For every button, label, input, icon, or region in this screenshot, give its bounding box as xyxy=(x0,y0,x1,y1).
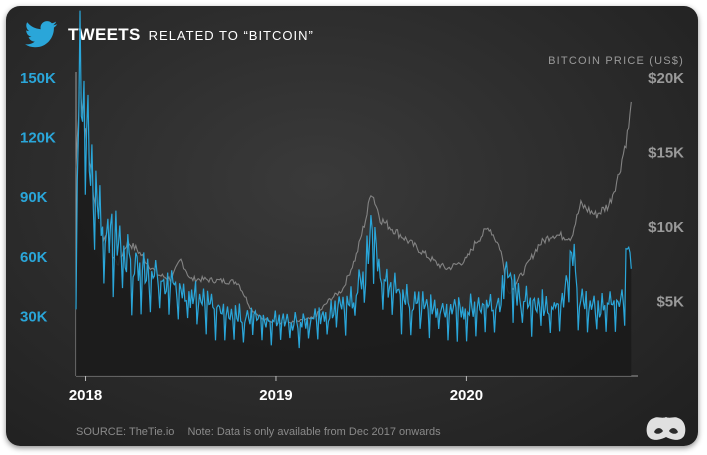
x-tick-label: 2018 xyxy=(69,387,102,404)
right-y-tick-label: $15K xyxy=(648,145,684,162)
source-text: SOURCE: TheTie.io xyxy=(76,426,175,438)
x-tick-label: 2019 xyxy=(259,387,292,404)
price-series-line xyxy=(75,91,632,325)
note-text: Note: Data is only available from Dec 20… xyxy=(187,426,441,438)
chart-subtitle: RELATED TO “BITCOIN” xyxy=(148,27,314,43)
left-y-tick-label: 120K xyxy=(20,130,56,147)
chart-plot: 30K 60K 90K 120K 150K $5K $10K $15K $20K 2018 2019… xyxy=(20,10,684,404)
left-y-tick-label: 60K xyxy=(20,249,48,266)
x-tick-label: 2020 xyxy=(450,387,483,404)
twitter-bird-icon xyxy=(25,21,58,48)
left-y-tick-label: 150K xyxy=(20,70,56,87)
chart-header: TWEETS RELATED TO “BITCOIN” xyxy=(24,20,314,50)
visual-capitalist-logo-icon xyxy=(646,417,686,440)
chart-title: TWEETS xyxy=(68,25,141,44)
right-y-tick-label: $10K xyxy=(648,219,684,236)
right-y-tick-label: $5K xyxy=(656,294,684,311)
left-y-tick-label: 90K xyxy=(20,189,48,206)
right-axis-label: BITCOIN PRICE (US$) xyxy=(548,55,684,67)
footer-source: SOURCE: TheTie.io Note: Data is only ava… xyxy=(76,426,451,438)
chart-card: TWEETS RELATED TO “BITCOIN” 30K 60K 90K 120… xyxy=(6,6,698,446)
right-y-tick-label: $20K xyxy=(648,70,684,87)
left-y-tick-label: 30K xyxy=(20,308,48,325)
tweets-series-line xyxy=(75,10,632,349)
